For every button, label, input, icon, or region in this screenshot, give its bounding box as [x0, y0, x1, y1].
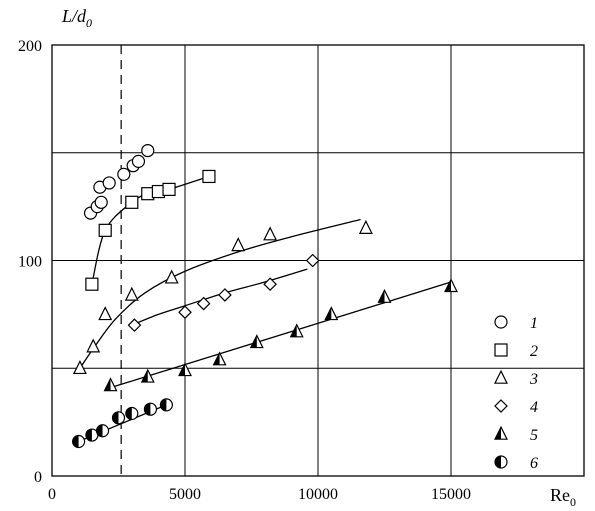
- legend-label-1: 1: [530, 315, 538, 332]
- point-series-1-5: [117, 167, 131, 181]
- point-series-2-5: [162, 182, 176, 196]
- legend-marker-4: [494, 399, 508, 413]
- point-series-6-3: [111, 411, 126, 425]
- point-series-2-1: [98, 223, 112, 237]
- fit-curves: [78, 175, 452, 443]
- fit-curve-series-5: [110, 281, 452, 389]
- point-series-6-5: [143, 402, 158, 416]
- point-series-4-3: [218, 288, 232, 302]
- legend-marker-2: [494, 343, 508, 357]
- point-series-6-4: [125, 406, 139, 421]
- point-series-1-2: [94, 195, 108, 209]
- fit-curve-series-4: [131, 268, 308, 326]
- x-axis-label: Re0: [550, 485, 576, 509]
- point-series-3-4: [164, 269, 179, 284]
- point-series-5-1: [140, 368, 155, 383]
- point-series-5-7: [377, 288, 392, 303]
- point-series-5-8: [444, 278, 458, 293]
- point-series-4-1: [178, 305, 192, 320]
- y-axis-label-main: L/d: [61, 6, 87, 26]
- point-series-2-2: [125, 195, 139, 209]
- point-series-5-3: [212, 351, 227, 366]
- point-series-4-2: [196, 296, 211, 311]
- point-series-6-1: [85, 428, 99, 442]
- point-series-3-5: [231, 237, 246, 252]
- point-series-6-6: [159, 398, 173, 412]
- x-tick-label-3: 15000: [431, 486, 471, 503]
- point-series-5-4: [249, 334, 264, 349]
- legend-label-6: 6: [530, 455, 538, 472]
- point-series-5-2: [178, 362, 192, 377]
- point-series-1-7: [131, 154, 146, 168]
- x-axis-label-main: Re: [550, 485, 570, 505]
- legend-label-2: 2: [530, 343, 538, 360]
- y-axis-label: L/d0: [61, 6, 92, 30]
- point-series-3-6: [263, 226, 278, 241]
- x-tick-label-1: 5000: [169, 486, 201, 503]
- plot-frame: [51, 44, 585, 477]
- x-tick-label-2: 10000: [298, 486, 338, 503]
- point-series-4-5: [305, 253, 320, 268]
- legend-marker-3: [494, 369, 508, 384]
- point-series-6-2: [95, 424, 110, 438]
- y-tick-label-1: 100: [18, 254, 42, 271]
- point-series-4-0: [127, 318, 142, 332]
- legend-label-3: 3: [529, 371, 538, 388]
- legend-marker-5: [494, 425, 508, 440]
- point-series-3-3: [124, 286, 139, 301]
- y-axis-label-sub: 0: [86, 16, 92, 30]
- legend-marker-6: [494, 455, 508, 469]
- point-series-5-6: [324, 306, 339, 321]
- x-axis-label-sub: 0: [570, 495, 576, 509]
- y-tick-label-0: 0: [34, 469, 42, 486]
- x-tick-label-0: 0: [48, 486, 56, 503]
- point-series-3-2: [98, 306, 113, 321]
- legend-label-4: 4: [530, 399, 538, 416]
- point-series-3-0: [72, 360, 87, 375]
- point-series-2-6: [202, 169, 216, 184]
- point-series-3-1: [86, 338, 101, 353]
- point-series-6-0: [71, 434, 86, 449]
- point-series-2-0: [85, 277, 99, 291]
- point-series-3-7: [358, 219, 373, 234]
- fit-curve-series-3: [79, 218, 361, 369]
- legend-label-5: 5: [530, 427, 538, 444]
- point-series-5-0: [103, 377, 118, 392]
- tick-labels: 0 5000 10000 15000 0 100 200: [18, 38, 471, 503]
- y-tick-label-2: 200: [18, 38, 42, 55]
- point-series-5-5: [289, 323, 304, 338]
- point-series-4-4: [263, 277, 277, 292]
- point-series-1-8: [141, 143, 155, 158]
- legend-marker-1: [494, 315, 508, 329]
- legend: 1 2 3 4 5 6: [494, 315, 538, 472]
- data-points: [71, 143, 458, 449]
- point-series-1-4: [102, 176, 116, 190]
